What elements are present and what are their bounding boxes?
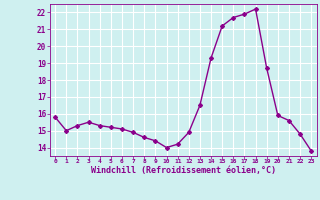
X-axis label: Windchill (Refroidissement éolien,°C): Windchill (Refroidissement éolien,°C) [91, 166, 276, 175]
